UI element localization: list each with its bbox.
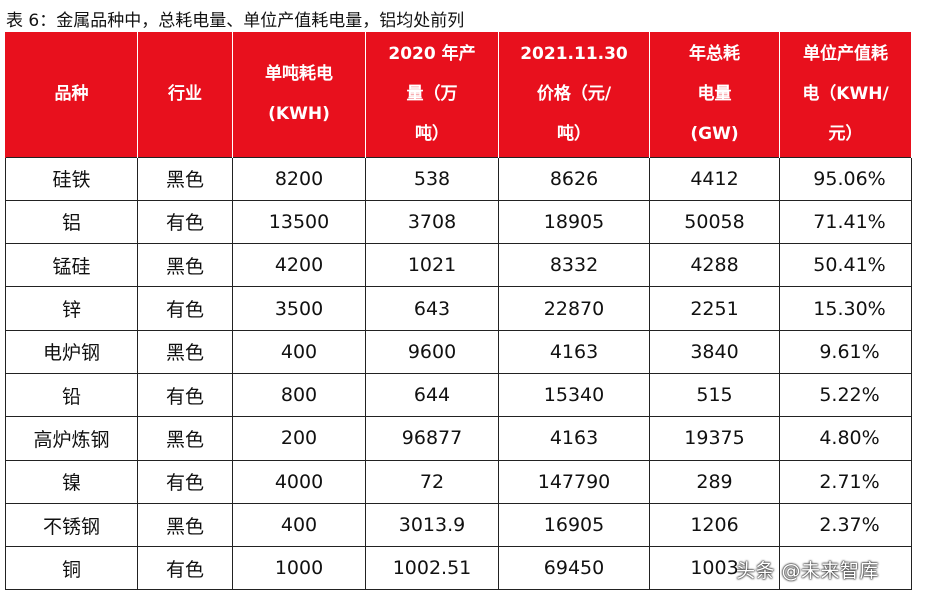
- cell-output-2020: 1021: [365, 243, 499, 288]
- cell-total-power: 50058: [649, 199, 780, 245]
- cell-output-2020: 644: [365, 372, 499, 418]
- table-row: 锌有色 3500 643 22870 2251 15.30%: [5, 286, 912, 331]
- cell-power-per-value: 50.41%: [779, 243, 912, 288]
- header-output-2020: 2020 年产 量（万 吨）: [365, 32, 499, 157]
- cell-price: 15340: [498, 372, 650, 418]
- cell-power-per-ton: 4000: [232, 459, 366, 504]
- header-industry: 行业: [137, 32, 233, 157]
- cell-price: 4163: [498, 329, 650, 374]
- table-body: 硅铁 黑色 8200 538 8626 4412 95.06% 铝有色 13500 3708 189…: [5, 156, 912, 591]
- cell-power-per-ton: 400: [232, 329, 366, 374]
- cell-output-2020: 9600: [365, 329, 499, 374]
- cell-price: 8332: [498, 243, 650, 288]
- table-row: 不锈钢 黑色 400 3013.9 16905 1206 2.37%: [5, 502, 912, 548]
- cell-output-2020: 643: [365, 286, 499, 331]
- cell-industry: 黑色: [137, 329, 233, 374]
- cell-power-per-value: 5.22%: [779, 372, 912, 418]
- table-row: 铝有色 13500 3708 18905 50058 71.41%: [5, 199, 912, 245]
- cell-power-per-value: 2.37%: [779, 502, 912, 548]
- cell-price: 16905: [498, 502, 650, 548]
- cell-variety: 镍: [5, 459, 138, 504]
- cell-industry: 黑色: [137, 502, 233, 548]
- cell-total-power: 2251: [649, 286, 780, 331]
- header-power-per-ton: 单吨耗电 (KWH): [232, 32, 366, 157]
- cell-power-per-value: 95.06%: [779, 156, 912, 201]
- cell-total-power: 19375: [649, 416, 780, 461]
- cell-variety: 电炉钢: [5, 329, 138, 374]
- metal-electricity-table: 品种 行业 单吨耗电 (KWH) 2020 年产 量（万 吨） 2021.11.…: [5, 32, 912, 591]
- header-price: 2021.11.30 价格（元/ 吨）: [498, 32, 650, 157]
- header-row: 品种 行业 单吨耗电 (KWH) 2020 年产 量（万 吨） 2021.11.…: [5, 32, 912, 157]
- cell-output-2020: 3013.9: [365, 502, 499, 548]
- cell-output-2020: 96877: [365, 416, 499, 461]
- cell-power-per-value: 2.71%: [779, 459, 912, 504]
- cell-industry: 有色: [137, 459, 233, 504]
- cell-power-per-value: 15.30%: [779, 286, 912, 331]
- cell-price: 69450: [498, 546, 650, 591]
- cell-output-2020: 72: [365, 459, 499, 504]
- cell-total-power: 4412: [649, 156, 780, 201]
- cell-total-power: 1206: [649, 502, 780, 548]
- cell-price: 147790: [498, 459, 650, 504]
- cell-industry: 黑色: [137, 416, 233, 461]
- cell-variety: 锌: [5, 286, 138, 331]
- cell-power-per-ton: 200: [232, 416, 366, 461]
- cell-power-per-ton: 1000: [232, 546, 366, 591]
- watermark: 头条 @未来智库: [736, 560, 880, 582]
- header-power-per-value: 单位产值耗 电（KWH/ 元）: [779, 32, 912, 157]
- cell-variety: 铜: [5, 546, 138, 591]
- table-row: 铜有色 1000 1002.51 69450 1003: [5, 546, 912, 591]
- table-caption: 表 6：金属品种中，总耗电量、单位产值耗电量，铝均处前列: [6, 11, 465, 31]
- cell-power-per-ton: 800: [232, 372, 366, 418]
- cell-total-power: 4288: [649, 243, 780, 288]
- cell-variety: 铝: [5, 199, 138, 245]
- cell-power-per-value: 4.80%: [779, 416, 912, 461]
- cell-industry: 有色: [137, 199, 233, 245]
- cell-output-2020: 1002.51: [365, 546, 499, 591]
- cell-industry: 有色: [137, 372, 233, 418]
- cell-power-per-value: 71.41%: [779, 199, 912, 245]
- table-row: 电炉钢 黑色 400 9600 4163 3840 9.61%: [5, 329, 912, 374]
- cell-variety: 硅铁: [5, 156, 138, 201]
- cell-price: 18905: [498, 199, 650, 245]
- table-row: 铅有色 800 644 15340 515 5.22%: [5, 372, 912, 418]
- cell-variety: 高炉炼钢: [5, 416, 138, 461]
- cell-power-per-value: [779, 546, 912, 591]
- cell-industry: 黑色: [137, 243, 233, 288]
- cell-output-2020: 3708: [365, 199, 499, 245]
- cell-industry: 有色: [137, 546, 233, 591]
- cell-industry: 有色: [137, 286, 233, 331]
- table-row: 高炉炼钢 黑色 200 96877 4163 19375 4.80%: [5, 416, 912, 461]
- cell-variety: 锰硅: [5, 243, 138, 288]
- cell-total-power: 515: [649, 372, 780, 418]
- cell-power-per-ton: 400: [232, 502, 366, 548]
- cell-power-per-ton: 8200: [232, 156, 366, 201]
- cell-total-power: 3840: [649, 329, 780, 374]
- cell-price: 8626: [498, 156, 650, 201]
- header-total-power: 年总耗 电量 (GW): [649, 32, 780, 157]
- cell-power-per-ton: 13500: [232, 199, 366, 245]
- header-variety: 品种: [5, 32, 138, 157]
- cell-price: 22870: [498, 286, 650, 331]
- table-row: 镍有色 4000 72 147790 289 2.71%: [5, 459, 912, 504]
- cell-industry: 黑色: [137, 156, 233, 201]
- table-row: 锰硅 黑色 4200 1021 8332 4288 50.41%: [5, 243, 912, 288]
- table-row: 硅铁 黑色 8200 538 8626 4412 95.06%: [5, 156, 912, 201]
- cell-power-per-ton: 4200: [232, 243, 366, 288]
- cell-power-per-value: 9.61%: [779, 329, 912, 374]
- cell-variety: 铅: [5, 372, 138, 418]
- cell-variety: 不锈钢: [5, 502, 138, 548]
- cell-output-2020: 538: [365, 156, 499, 201]
- cell-price: 4163: [498, 416, 650, 461]
- cell-total-power: 289: [649, 459, 780, 504]
- cell-power-per-ton: 3500: [232, 286, 366, 331]
